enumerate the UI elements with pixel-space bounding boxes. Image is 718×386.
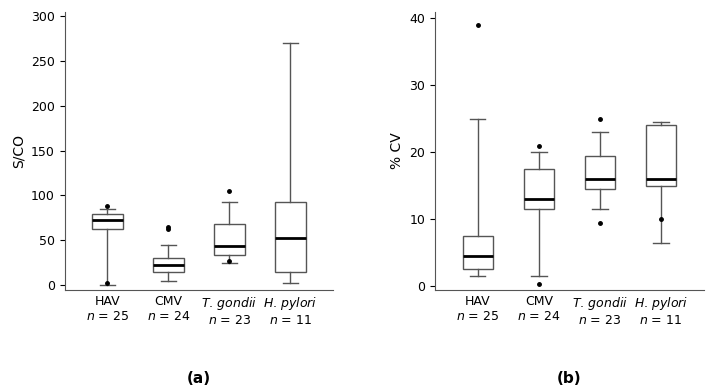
PathPatch shape [92, 214, 123, 229]
Text: (a): (a) [187, 371, 211, 386]
PathPatch shape [153, 258, 184, 272]
PathPatch shape [523, 169, 554, 209]
PathPatch shape [275, 201, 306, 272]
PathPatch shape [584, 156, 615, 189]
Y-axis label: S/CO: S/CO [11, 134, 25, 168]
Y-axis label: % CV: % CV [390, 132, 404, 169]
PathPatch shape [214, 224, 245, 256]
PathPatch shape [645, 125, 676, 186]
PathPatch shape [462, 236, 493, 269]
Text: (b): (b) [557, 371, 582, 386]
